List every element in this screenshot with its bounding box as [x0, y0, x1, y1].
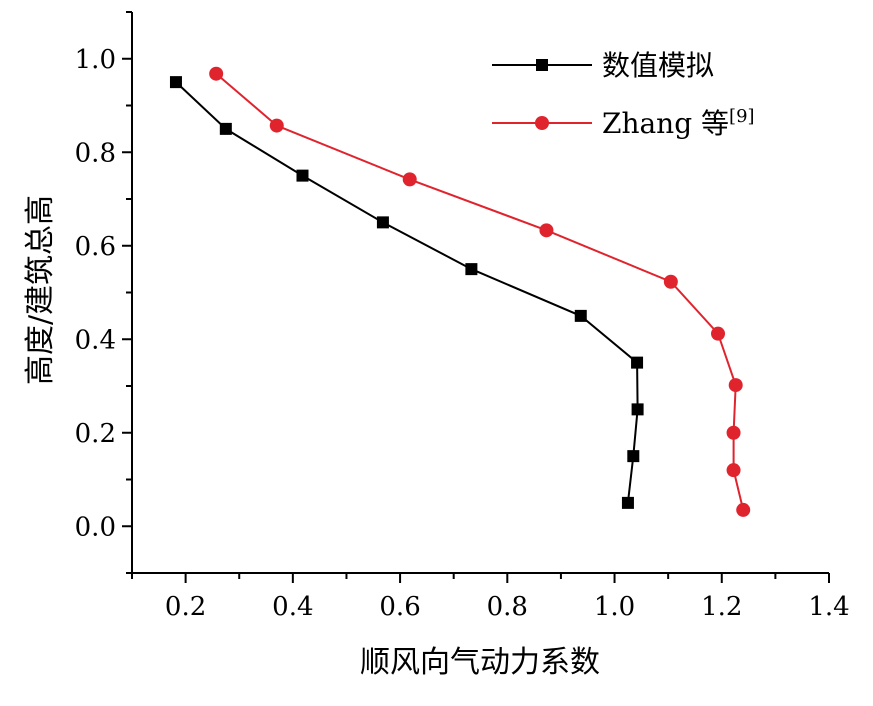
legend-marker-square-icon: [536, 59, 548, 71]
x-axis-title: 顺风向气动力系数: [360, 645, 600, 680]
data-point-circle: [663, 274, 678, 289]
data-point-square: [621, 496, 634, 509]
series-line: [175, 81, 639, 504]
data-point-circle: [726, 463, 741, 478]
legend-label-zhang: Zhang 等[9]: [602, 106, 755, 140]
data-point-square: [631, 403, 644, 416]
legend-label-zhang-superscript: [9]: [729, 106, 755, 127]
data-point-circle: [402, 172, 417, 187]
data-point-square: [574, 309, 587, 322]
data-point-square: [169, 76, 182, 89]
legend: 数值模拟 Zhang 等[9]: [492, 49, 755, 140]
legend-item-numerical: 数值模拟: [492, 49, 714, 82]
data-point-circle: [711, 326, 726, 341]
legend-label-numerical: 数值模拟: [602, 49, 714, 82]
y-tick-label: 1.0: [75, 45, 116, 75]
x-tick-label: 0.4: [272, 592, 313, 622]
data-point-square: [376, 216, 389, 229]
x-tick-label: 0.2: [165, 592, 206, 622]
y-axis-title: 高度/建筑总高: [23, 195, 58, 385]
y-tick-label: 0.6: [75, 232, 116, 262]
y-tick-label: 0.0: [75, 512, 116, 542]
y-axis-ticks: 0.0 0.2 0.4 0.6 0.8 1.0: [75, 11, 132, 574]
x-tick-label: 1.0: [594, 592, 635, 622]
series-0: [169, 76, 644, 509]
data-point-circle: [209, 66, 224, 81]
data-point-circle: [726, 425, 741, 440]
x-tick-label: 0.8: [487, 592, 528, 622]
y-tick-label: 0.4: [75, 325, 116, 355]
series-line: [215, 72, 745, 511]
data-point-square: [296, 169, 309, 182]
x-tick-label: 1.4: [808, 592, 849, 622]
data-point-circle: [269, 118, 284, 133]
legend-item-zhang: Zhang 等[9]: [492, 106, 755, 140]
x-tick-label: 1.2: [701, 592, 742, 622]
legend-marker-circle-icon: [535, 116, 549, 130]
legend-label-zhang-name: Zhang 等: [602, 107, 729, 140]
y-tick-label: 0.8: [75, 138, 116, 168]
data-point-square: [627, 450, 640, 463]
data-point-square: [631, 356, 644, 369]
x-tick-label: 0.6: [379, 592, 420, 622]
series-layer: [169, 66, 751, 517]
x-axis-ticks: 0.2 0.4 0.6 0.8 1.0 1.2 1.4: [131, 573, 850, 622]
data-point-circle: [728, 378, 743, 393]
data-point-square: [219, 122, 232, 135]
series-1: [209, 66, 751, 517]
y-tick-label: 0.2: [75, 419, 116, 449]
data-point-circle: [736, 502, 751, 517]
data-point-circle: [539, 223, 554, 238]
axes: [131, 12, 829, 574]
data-point-square: [465, 263, 478, 276]
